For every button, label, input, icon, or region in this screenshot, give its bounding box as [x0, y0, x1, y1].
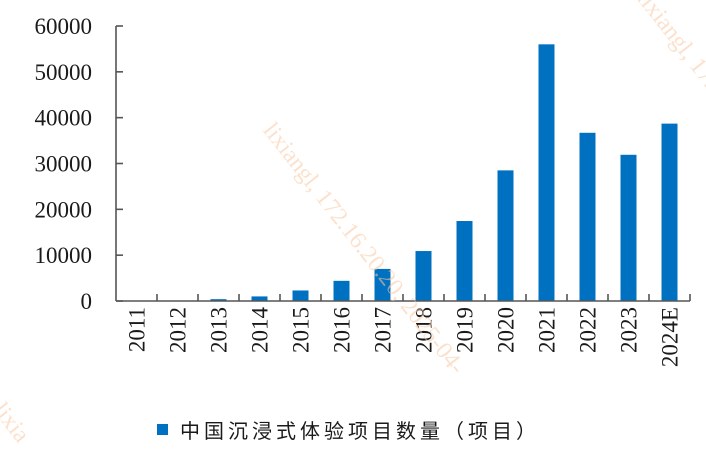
x-tick-label: 2016 [330, 307, 355, 353]
bar-2014 [251, 296, 268, 301]
bar-2019 [456, 221, 473, 301]
x-tick-label: 2019 [453, 307, 478, 353]
x-tick-label: 2017 [371, 307, 396, 353]
y-tick-label: 20000 [35, 197, 93, 222]
bar-2018 [415, 251, 432, 301]
x-tick-label: 2014 [248, 307, 273, 354]
bar-2022 [579, 132, 596, 301]
y-tick-label: 30000 [35, 152, 93, 177]
y-axis: 0 10000 20000 30000 40000 50000 60000 [35, 14, 123, 314]
x-tick-label: 2015 [289, 307, 314, 353]
legend-label: 中国沉浸式体验项目数量（项目） [180, 418, 540, 443]
x-tick-label: 2013 [207, 307, 232, 353]
bar-2013 [210, 299, 227, 301]
y-tick-label: 60000 [35, 14, 93, 39]
bar-2015 [292, 290, 309, 301]
bar-2020 [497, 170, 514, 301]
bar-2016 [333, 280, 350, 301]
bar-2017 [374, 268, 391, 301]
y-tick-label: 50000 [35, 60, 93, 85]
x-tick-label: 2020 [494, 307, 519, 353]
bar-2024E [661, 123, 678, 301]
x-tick-label: 2023 [617, 307, 642, 353]
bar-2023 [620, 154, 637, 301]
x-tick-label: 2012 [166, 307, 191, 353]
y-tick-label: 0 [81, 289, 93, 314]
x-tick-label: 2024E [658, 307, 683, 367]
bar-2021 [538, 44, 555, 301]
y-tick-label: 10000 [35, 243, 93, 268]
x-tick-label: 2022 [576, 307, 601, 353]
legend-swatch [157, 423, 168, 435]
bar-series [210, 44, 678, 301]
x-tick-label: 2011 [125, 307, 150, 352]
legend: 中国沉浸式体验项目数量（项目） [157, 416, 540, 443]
x-tick-label: 2018 [412, 307, 437, 353]
x-axis: 2011 2012 2013 2014 2015 2016 2017 2018 2019 2020… [116, 294, 691, 367]
y-tick-label: 40000 [35, 106, 93, 131]
x-tick-label: 2021 [535, 307, 560, 353]
